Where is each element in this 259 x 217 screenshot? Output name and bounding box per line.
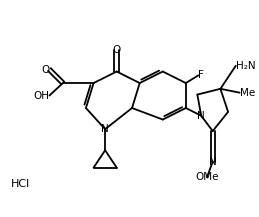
Text: N: N xyxy=(101,124,109,134)
Text: HCl: HCl xyxy=(11,179,30,189)
Text: F: F xyxy=(198,70,204,80)
Text: N: N xyxy=(209,157,217,167)
Text: H₂N: H₂N xyxy=(236,61,255,71)
Text: N: N xyxy=(197,111,205,121)
Text: OH: OH xyxy=(33,90,49,100)
Text: OMe: OMe xyxy=(195,172,219,182)
Text: O: O xyxy=(113,45,121,55)
Text: Me: Me xyxy=(240,88,255,98)
Text: O: O xyxy=(41,65,49,75)
